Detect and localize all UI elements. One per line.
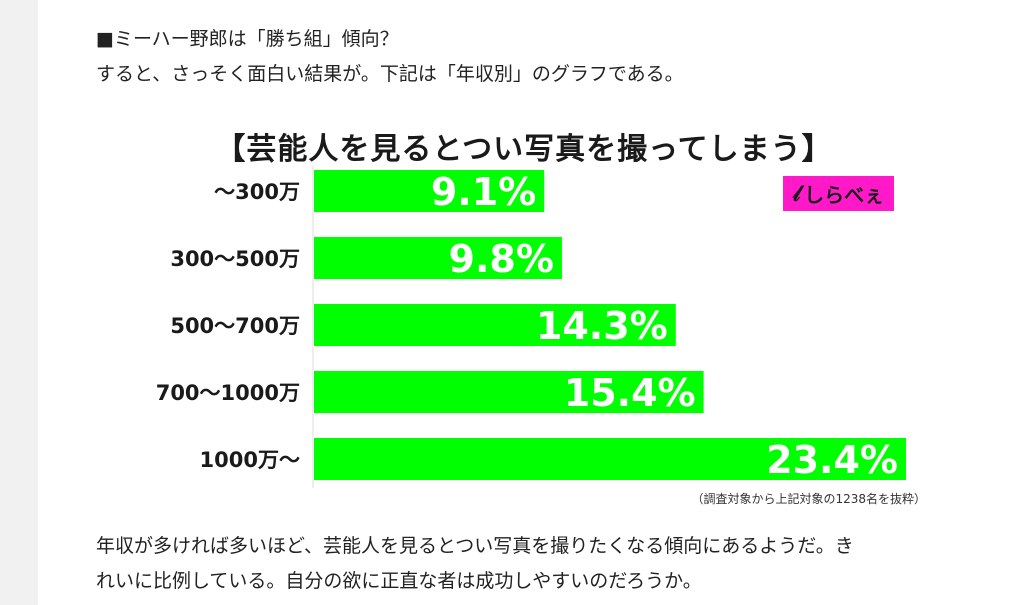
data-label-1: 9.8% xyxy=(449,237,554,281)
category-label-1: 300〜500万 xyxy=(170,247,300,271)
bar-2 xyxy=(314,304,676,346)
data-label-4: 23.4% xyxy=(766,438,898,482)
logo-text: しらべぇ xyxy=(804,183,885,207)
shirabee-logo: 𝓁 しらべぇ xyxy=(783,176,894,211)
bar-3 xyxy=(314,371,704,413)
category-label-3: 700〜1000万 xyxy=(156,381,300,405)
left-gutter xyxy=(0,0,38,605)
data-label-3: 15.4% xyxy=(564,371,696,415)
bar-1 xyxy=(314,237,562,279)
bar-chart-svg: 〜300万 9.1% 300〜500万 9.8% 500〜700万 14.3% 700〜10… xyxy=(156,166,906,488)
chart-title: 【芸能人を見るとつい写真を撮ってしまう】 xyxy=(215,132,833,167)
body-paragraph-line-2: れいに比例している。自分の欲に正直な者は成功しやすいのだろうか。 xyxy=(96,570,702,592)
data-label-2: 14.3% xyxy=(536,304,668,348)
bar-chart-figure: 【芸能人を見るとつい写真を撮ってしまう】 〜300万 9.1% 300〜500万 9.… xyxy=(110,118,930,513)
chart-footnote: （調査対象から上記対象の1238名を抜粋） xyxy=(691,492,926,506)
category-label-4: 1000万〜 xyxy=(200,448,300,472)
bar-4 xyxy=(314,438,906,480)
category-label-2: 500〜700万 xyxy=(170,314,300,338)
logo-mark-icon: 𝓁 xyxy=(792,180,801,207)
category-label-0: 〜300万 xyxy=(214,180,300,204)
body-paragraph-line-1: 年収が多ければ多いほど、芸能人を見るとつい写真を撮りたくなる傾向にあるようだ。き xyxy=(96,535,854,557)
data-label-0: 9.1% xyxy=(431,170,536,214)
bar-0 xyxy=(314,170,545,212)
intro-paragraph: すると、さっそく面白い結果が。下記は「年収別」のグラフである。 xyxy=(96,63,684,85)
section-heading: ■ミーハー野郎は「勝ち組」傾向？ xyxy=(96,28,399,50)
